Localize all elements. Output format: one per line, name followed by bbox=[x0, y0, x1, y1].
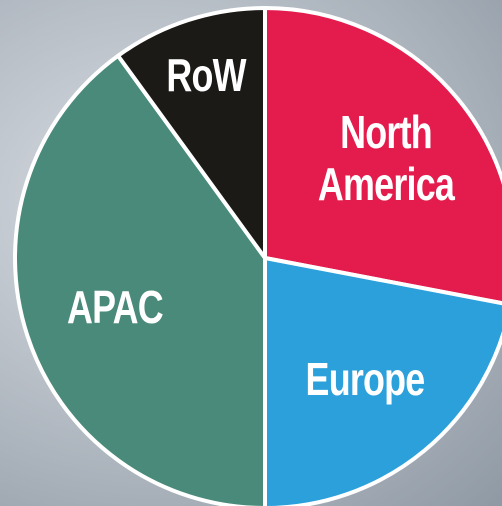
slice-label: Europe bbox=[295, 353, 435, 405]
slice-label: RoW bbox=[135, 49, 275, 101]
chart: North America Europe APAC RoW bbox=[0, 0, 502, 506]
slice-label: APAC bbox=[45, 281, 185, 333]
slice-label: North America bbox=[316, 106, 456, 210]
